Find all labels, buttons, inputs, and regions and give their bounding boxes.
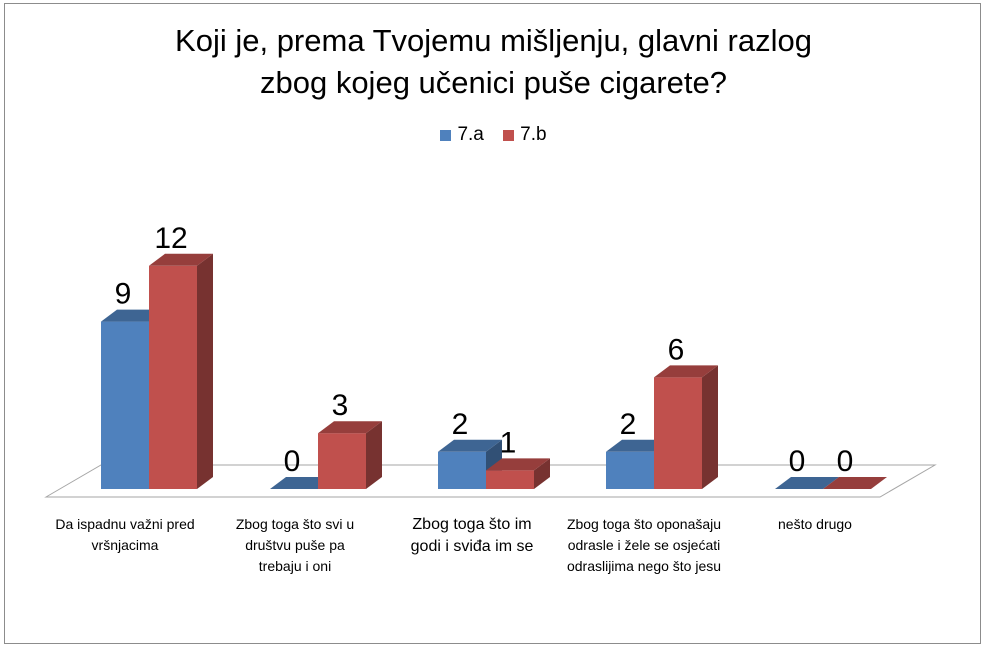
chart-title-line-2: zbog kojeg učenici puše cigarete?	[259, 65, 728, 100]
bar-top-4-7b	[654, 365, 718, 378]
legend-label-7b: 7.b	[520, 124, 547, 145]
legend-entry-7b: 7.b	[503, 124, 547, 146]
bar-side-4-7b	[702, 365, 718, 489]
bar-4-7a	[606, 451, 654, 489]
category-label-1: Da ispadnu važni pred vršnjacima	[55, 516, 195, 553]
bar-side-1-7b	[197, 253, 213, 489]
category-label-3: Zbog toga što im godi i sviđa im se	[410, 516, 534, 555]
legend-label-7a: 7.a	[457, 124, 484, 145]
bar-top-3-7b	[486, 458, 550, 471]
bar-3-7a	[438, 451, 486, 489]
bar-2-7b	[318, 433, 366, 489]
bar-top-5-7b	[823, 477, 887, 489]
data-label-4-7b: 6	[668, 333, 685, 366]
bar-3-7b	[486, 470, 534, 489]
bar-side-2-7b	[366, 421, 382, 489]
bar-top-3-7a	[438, 439, 502, 452]
legend: 7.a 7.b	[0, 124, 987, 146]
data-label-1-7b: 12	[154, 222, 187, 255]
category-label-4: Zbog toga što oponašaju odrasle i žele s…	[566, 516, 722, 574]
data-label-5-7b: 0	[837, 445, 854, 478]
bar-top-1-7b	[149, 253, 213, 266]
data-label-2-7b: 3	[332, 389, 349, 422]
bar-1-7a	[101, 321, 149, 489]
legend-swatch-7b	[503, 129, 515, 141]
bar-side-3-7b	[534, 458, 550, 489]
data-label-3-7b: 1	[500, 426, 517, 459]
legend-entry-7a: 7.a	[440, 124, 484, 146]
bar-1-7b	[149, 265, 197, 489]
legend-swatch-7a	[440, 129, 452, 141]
data-label-4-7a: 2	[620, 408, 637, 441]
bar-top-5-7a	[775, 477, 839, 489]
data-label-3-7a: 2	[452, 408, 469, 441]
category-label-2: Zbog toga što svi u društvu puše pa treb…	[235, 516, 355, 574]
data-label-5-7a: 0	[789, 445, 806, 478]
bar-top-2-7b	[318, 421, 382, 434]
data-label-1-7a: 9	[115, 278, 132, 311]
data-label-2-7a: 0	[284, 445, 301, 478]
chart-title: Koji je, prema Tvojemu mišljenju, glavni…	[0, 20, 987, 104]
bar-4-7b	[654, 377, 702, 489]
category-label-5: nešto drugo	[778, 516, 852, 532]
chart-title-line-1: Koji je, prema Tvojemu mišljenju, glavni…	[175, 23, 812, 58]
